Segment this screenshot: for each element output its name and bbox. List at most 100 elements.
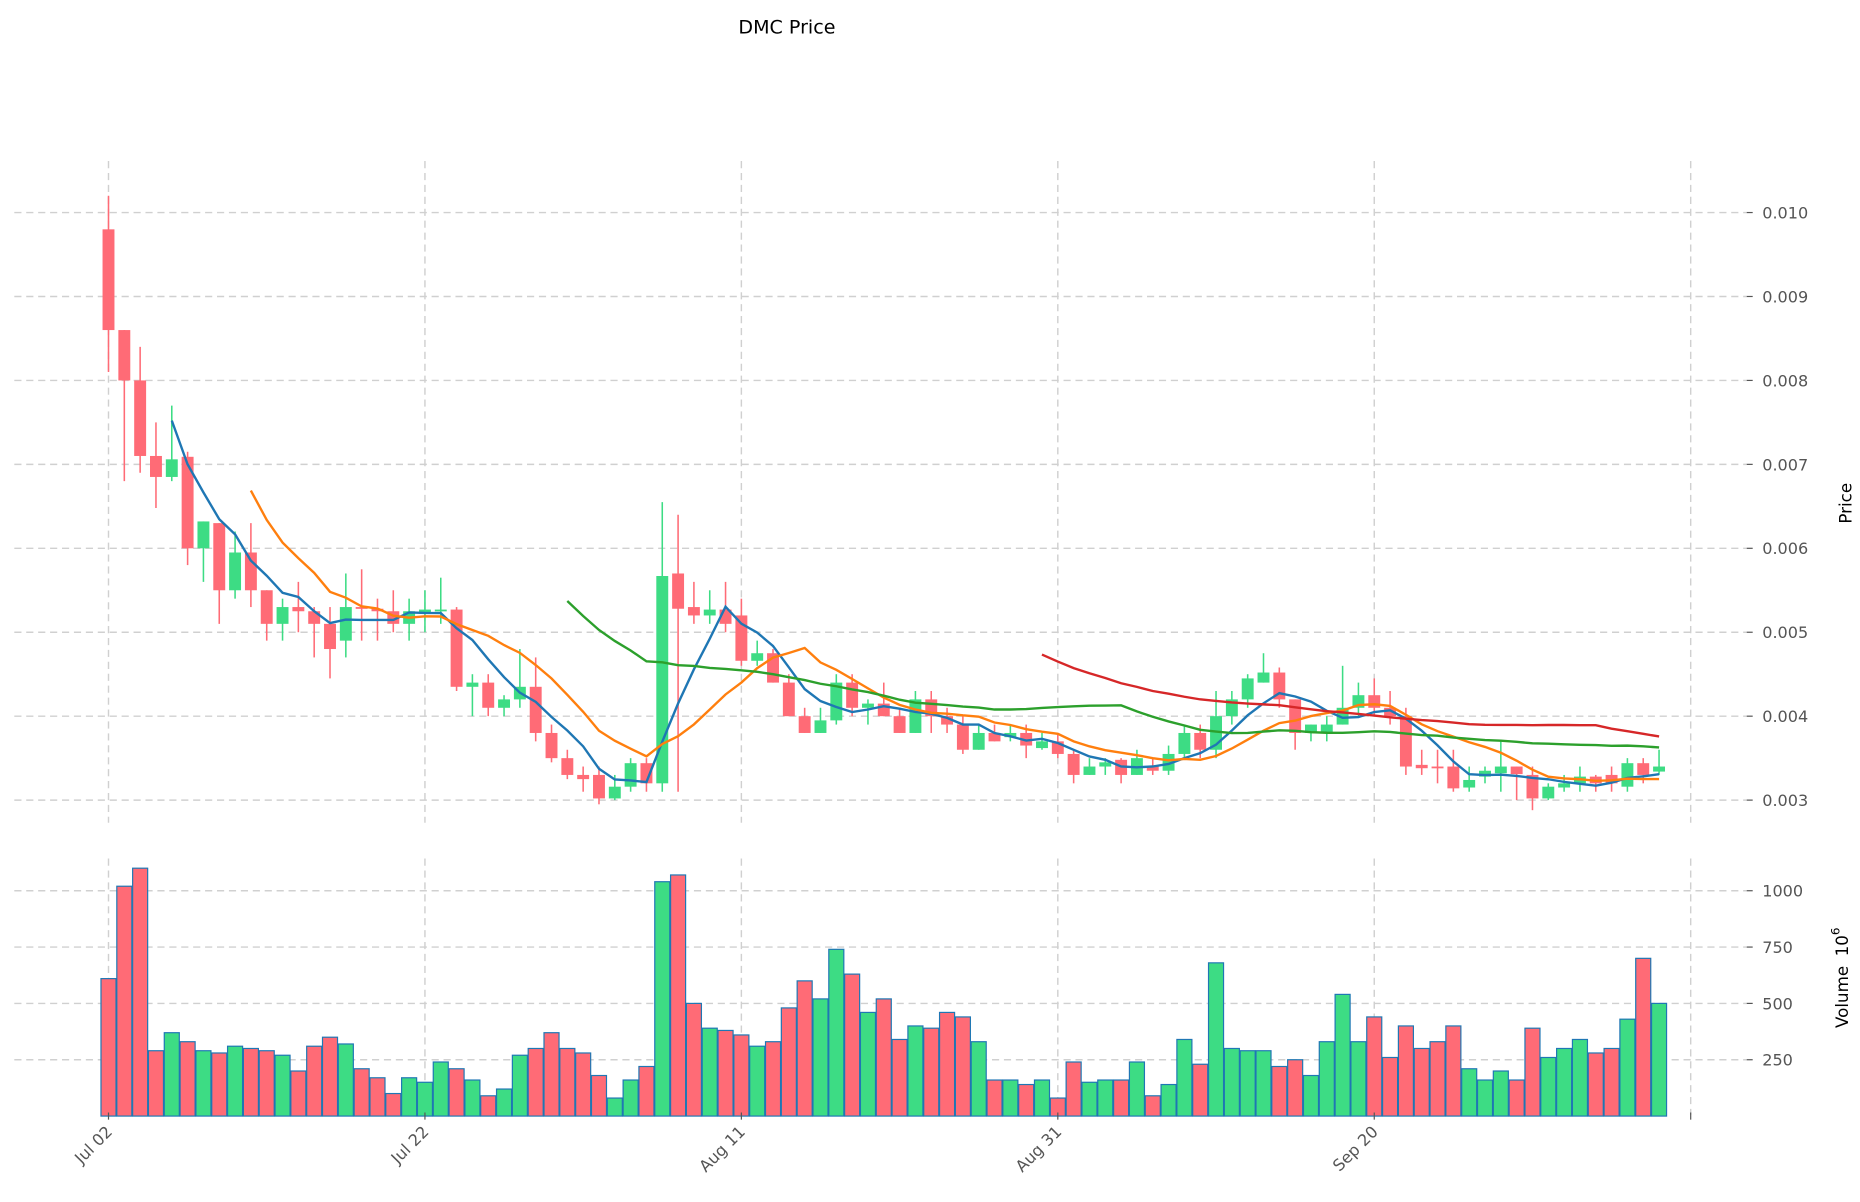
volume-bar — [1508, 1079, 1525, 1117]
candle-body — [545, 732, 558, 759]
candle-body — [656, 575, 669, 784]
candle — [1051, 732, 1064, 759]
candle-body — [1368, 695, 1381, 708]
candle — [972, 724, 985, 750]
candle — [1320, 716, 1333, 742]
candle-body — [1194, 732, 1207, 750]
candle — [1036, 732, 1048, 750]
candle-body — [418, 609, 431, 614]
volume-bar — [432, 1061, 449, 1117]
volume-bar — [321, 1036, 339, 1117]
candle-body — [308, 611, 321, 624]
volume-bar — [1097, 1079, 1114, 1117]
volume-bar — [353, 1068, 370, 1117]
volume-bar — [258, 1050, 275, 1117]
candle-body — [877, 703, 890, 717]
volume-bar — [274, 1054, 291, 1117]
candle-body — [1621, 763, 1634, 787]
candle — [482, 674, 495, 717]
volume-bar — [448, 1068, 465, 1117]
volume-bar — [559, 1047, 576, 1117]
candle-body — [102, 229, 115, 331]
moving-average-lines — [170, 420, 1660, 787]
volume-bar — [211, 1052, 228, 1117]
x-tick-label: Sep 20 — [1329, 1122, 1382, 1175]
ma-30-line — [566, 600, 1660, 749]
volume-bar — [1128, 1061, 1146, 1117]
candle — [846, 674, 859, 717]
candle-body — [371, 608, 384, 612]
candle-body — [830, 682, 843, 721]
candle-body — [1241, 678, 1254, 700]
candle — [830, 674, 843, 725]
volume-bar — [226, 1045, 244, 1117]
candle — [513, 649, 526, 708]
candle-body — [134, 380, 147, 456]
volume-bar — [1461, 1068, 1478, 1117]
candle — [1273, 667, 1286, 708]
volume-bar — [1192, 1063, 1209, 1117]
candle — [118, 330, 131, 482]
price-tick-label: 0.007 — [1762, 455, 1808, 474]
candle — [1621, 758, 1634, 792]
volume-tick-label: 750 — [1762, 938, 1793, 957]
volume-bar — [622, 1079, 639, 1117]
candle-body — [1653, 766, 1666, 772]
candle — [593, 766, 605, 805]
candle-body — [213, 523, 226, 591]
candle — [1352, 682, 1365, 717]
volume-bar — [970, 1041, 987, 1117]
candle — [197, 521, 210, 582]
volume-bar — [907, 1025, 924, 1117]
ma-10-line — [249, 490, 1660, 782]
candle — [624, 758, 637, 792]
volume-bar — [132, 867, 149, 1117]
candle — [545, 724, 558, 763]
price-tick-label: 0.004 — [1762, 707, 1808, 726]
volume-bar — [1207, 962, 1225, 1117]
candle-body — [450, 609, 463, 687]
candle-body — [118, 330, 131, 381]
volume-bar — [1223, 1047, 1240, 1117]
candle-body — [782, 682, 795, 717]
candle-body — [1178, 732, 1191, 754]
candle — [387, 590, 400, 633]
candle-body — [577, 774, 590, 780]
candle-body — [1036, 741, 1048, 749]
candle-body — [339, 607, 352, 641]
candle-body — [229, 552, 242, 591]
volume-bar — [1524, 1027, 1541, 1117]
candle — [150, 422, 162, 509]
volume-bar — [290, 1070, 307, 1117]
volume-bar — [337, 1043, 354, 1117]
candle — [229, 531, 242, 599]
candle-body — [767, 653, 779, 683]
candle — [339, 573, 352, 658]
gridlines — [14, 161, 1747, 1115]
volume-bar — [1492, 1070, 1509, 1117]
candle-body — [529, 686, 542, 733]
volume-bar — [638, 1065, 655, 1117]
candle — [1336, 665, 1349, 725]
candle-body — [434, 609, 447, 612]
candle — [561, 749, 574, 780]
candle-body — [861, 703, 874, 708]
volume-bar — [1366, 1016, 1383, 1117]
candle — [577, 766, 590, 792]
volume-tick-label: 250 — [1762, 1051, 1793, 1070]
candle-body — [814, 720, 827, 733]
volume-bar — [796, 980, 813, 1117]
candle-body — [1067, 753, 1080, 775]
volume-bar — [733, 1034, 750, 1117]
candle-body — [165, 459, 178, 477]
candle-body — [941, 716, 954, 725]
candle-body — [150, 455, 162, 477]
candle-body — [846, 682, 859, 708]
candle — [1083, 758, 1096, 775]
candle-body — [1637, 763, 1650, 775]
candle-body — [1384, 707, 1397, 717]
candle-body — [1305, 724, 1317, 733]
candle-body — [1257, 672, 1270, 683]
candle — [165, 405, 178, 482]
volume-bar — [938, 1011, 956, 1117]
